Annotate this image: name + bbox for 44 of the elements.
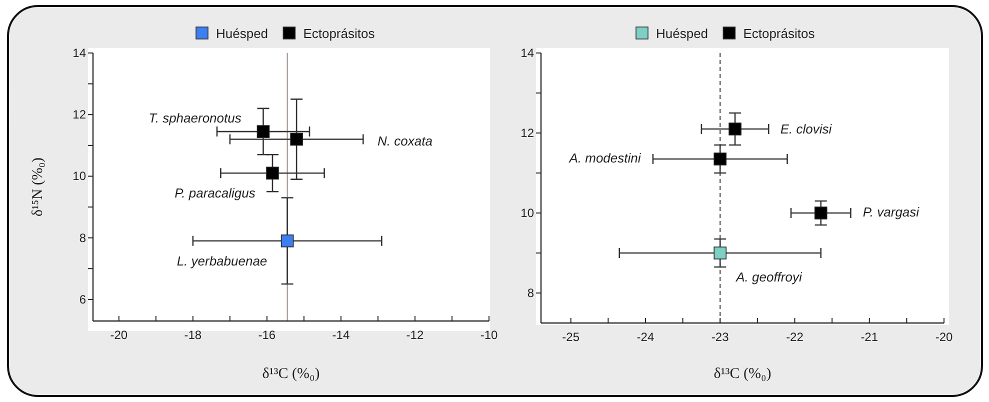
- annotation: N. coxata: [378, 134, 432, 148]
- point: [714, 152, 727, 166]
- y-tick-label: 14: [520, 46, 534, 60]
- y-tick-label: 12: [72, 108, 86, 122]
- point: [256, 125, 270, 138]
- annotation: P. paracaligus: [174, 186, 256, 200]
- point: [814, 206, 828, 220]
- x-tick-label: -23: [711, 330, 730, 344]
- x-tick-label: -16: [258, 328, 276, 342]
- y-tick-label: 10: [520, 206, 534, 220]
- y-tick-label: 10: [72, 169, 86, 184]
- x-tick-label: -24: [636, 330, 654, 344]
- legend-label: Ectoprásitos: [743, 26, 816, 41]
- x-tick-label: -14: [332, 328, 350, 342]
- legend-label: Ectoprásitos: [303, 26, 376, 41]
- point: [728, 122, 742, 136]
- annotation: E. clovisi: [780, 122, 833, 136]
- x-tick-label: -20: [110, 328, 128, 342]
- y-tick-label: 8: [527, 286, 534, 300]
- y-tick-label: 8: [79, 230, 86, 245]
- annotation: L. yerbabuenae: [176, 254, 268, 268]
- x-tick-label: -21: [860, 330, 878, 344]
- y-tick-label: 14: [72, 46, 86, 60]
- x-tick-label: -12: [406, 328, 424, 342]
- point: [290, 132, 303, 146]
- x-tick-label: -20: [935, 330, 953, 344]
- x-tick-label: -10: [480, 328, 498, 342]
- annotation: A. modestini: [568, 150, 642, 166]
- x-tick-label: -22: [786, 330, 804, 344]
- annotation: T. sphaeronotus: [148, 110, 242, 126]
- x-axis-title: δ¹³C (%₀): [714, 366, 772, 382]
- point: [266, 166, 279, 180]
- y-axis-title: δ¹⁵N (%₀): [30, 157, 46, 217]
- legend-label: Huésped: [216, 26, 268, 41]
- y-tick-label: 6: [79, 292, 86, 306]
- x-tick-label: -18: [184, 328, 202, 342]
- x-tick-label: -25: [562, 330, 580, 344]
- x-axis-title: δ¹³C (%₀): [262, 366, 320, 382]
- annotation: P. vargasi: [862, 204, 920, 220]
- point: [714, 246, 727, 260]
- legend-label: Huésped: [656, 26, 708, 41]
- point: [280, 234, 294, 248]
- annotation: A. geoffroyi: [735, 270, 803, 284]
- y-tick-label: 12: [520, 126, 534, 140]
